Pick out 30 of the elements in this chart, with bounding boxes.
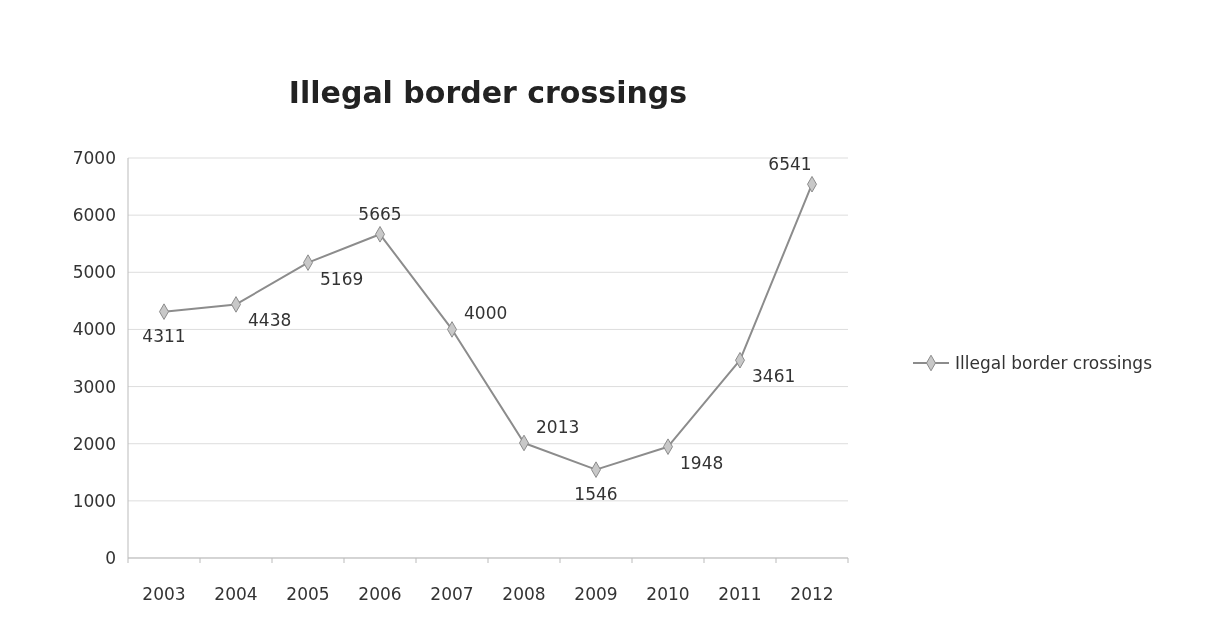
data-label: 3461 — [752, 366, 796, 387]
x-tick-label: 2005 — [286, 584, 330, 604]
x-tick-label: 2006 — [358, 584, 402, 604]
data-label: 4000 — [464, 303, 508, 324]
x-tick-label: 2009 — [574, 584, 618, 604]
y-tick-label: 6000 — [72, 205, 116, 226]
x-tick-label: 2010 — [646, 584, 690, 604]
data-label: 5665 — [358, 204, 402, 225]
x-tick-label: 2008 — [502, 584, 546, 604]
y-tick-label: 0 — [105, 548, 116, 568]
y-tick-label: 7000 — [72, 148, 116, 168]
data-label: 1546 — [574, 483, 618, 504]
y-tick-label: 3000 — [72, 376, 116, 397]
y-tick-label: 1000 — [72, 490, 116, 511]
legend-label: Illegal border crossings — [955, 353, 1153, 373]
y-tick-label: 4000 — [72, 319, 116, 340]
x-tick-label: 2012 — [790, 584, 834, 604]
chart-title: Illegal border crossings — [288, 75, 688, 110]
data-label: 6541 — [768, 154, 812, 175]
data-label: 4438 — [248, 310, 292, 331]
x-tick-label: 2003 — [142, 584, 186, 604]
x-tick-label: 2004 — [214, 584, 258, 604]
x-tick-label: 2011 — [718, 584, 762, 604]
data-label: 1948 — [680, 452, 724, 473]
x-tick-label: 2007 — [430, 584, 474, 604]
data-label: 4311 — [142, 325, 186, 346]
y-tick-label: 5000 — [72, 262, 116, 283]
data-label: 2013 — [536, 416, 580, 437]
data-label: 5169 — [320, 268, 364, 289]
y-tick-label: 2000 — [72, 433, 116, 454]
